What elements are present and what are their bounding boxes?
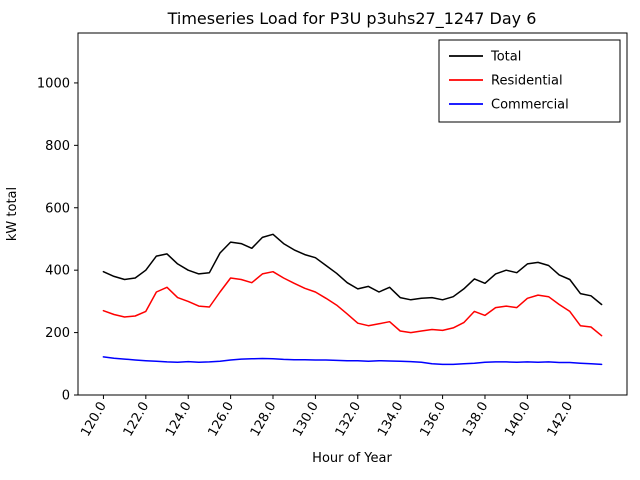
y-tick-label: 200: [45, 326, 70, 341]
x-tick-label: 124.0: [163, 400, 195, 440]
y-tick-label: 400: [45, 264, 70, 279]
y-tick-label: 600: [45, 201, 70, 216]
axes-frame: [77, 32, 628, 396]
x-tick-label: 122.0: [121, 400, 153, 440]
series-line-residential: [102, 270, 603, 337]
y-tick-label: 800: [45, 139, 70, 154]
legend-label-commercial: Commercial: [491, 98, 569, 113]
x-tick-label: 134.0: [375, 400, 407, 440]
series-line-commercial: [102, 356, 603, 366]
y-axis-label: kW total: [5, 187, 20, 241]
x-tick-label: 138.0: [460, 400, 492, 440]
legend-box: [438, 39, 621, 123]
y-tick-label: 0: [62, 389, 70, 404]
x-tick-label: 130.0: [290, 400, 322, 440]
x-axis-label: Hour of Year: [312, 451, 392, 466]
legend-label-residential: Residential: [491, 74, 563, 89]
x-tick-label: 120.0: [78, 400, 110, 440]
legend-label-total: Total: [490, 50, 521, 65]
x-tick-label: 128.0: [248, 400, 280, 440]
x-tick-label: 126.0: [205, 400, 237, 440]
x-tick-label: 136.0: [417, 400, 449, 440]
legend: Total Residential Commercial: [438, 39, 621, 123]
chart-title: Timeseries Load for P3U p3uhs27_1247 Day…: [167, 9, 537, 29]
series-line-total: [102, 233, 603, 306]
y-tick-label: 1000: [37, 76, 70, 91]
x-tick-label: 140.0: [502, 400, 534, 440]
x-tick-label: 142.0: [545, 400, 577, 440]
x-tick-label: 132.0: [333, 400, 365, 440]
